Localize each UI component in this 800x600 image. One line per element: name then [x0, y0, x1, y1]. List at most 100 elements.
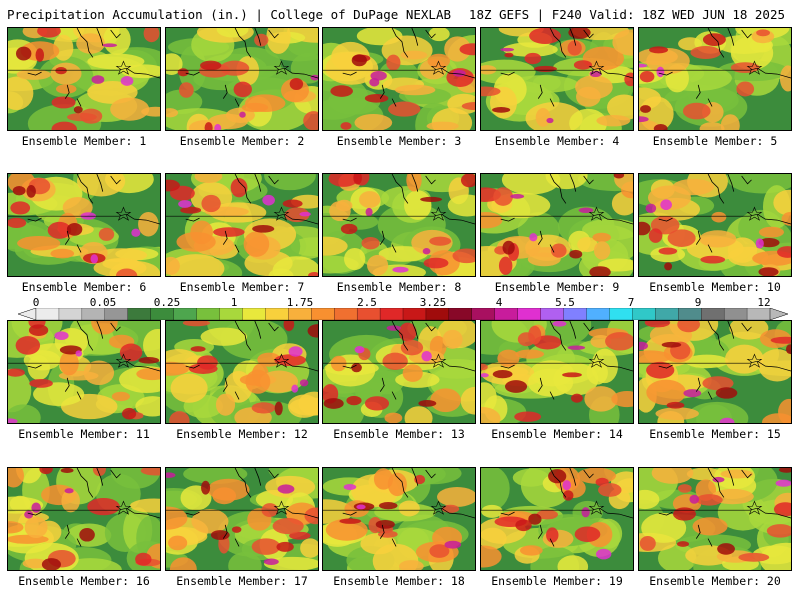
boundary-line — [481, 360, 633, 372]
colorbar-swatch — [219, 308, 243, 320]
colorbar-swatch — [104, 308, 129, 320]
colorbar-swatch — [517, 308, 542, 320]
location-star-icon — [273, 500, 290, 515]
location-star-icon — [273, 60, 290, 75]
boundary-line — [166, 67, 318, 79]
boundary-line — [481, 213, 633, 225]
colorbar-swatch — [356, 308, 381, 320]
precipitation-map — [639, 28, 791, 130]
boundary-line — [323, 67, 475, 79]
precipitation-map — [481, 321, 633, 423]
coastline — [27, 321, 121, 400]
ensemble-member-caption: Ensemble Member: 20 — [649, 574, 781, 588]
ensemble-member-panel — [165, 173, 319, 277]
page-title: Precipitation Accumulation (in.) | Colle… — [7, 7, 452, 22]
precipitation-map — [323, 468, 475, 570]
ensemble-member-caption: Ensemble Member: 2 — [179, 134, 305, 148]
coastline — [342, 468, 436, 547]
coastline — [500, 321, 594, 400]
boundary-line — [8, 213, 160, 225]
colorbar-max-arrow — [769, 308, 788, 320]
coastline — [500, 28, 594, 107]
boundary-line — [323, 507, 475, 519]
ensemble-member-panel — [480, 320, 634, 424]
colorbar-tick-label: 7 — [627, 296, 635, 309]
precipitation-map — [8, 28, 160, 130]
colorbar-tick-label: 3.25 — [419, 296, 447, 309]
colorbar-swatch — [402, 308, 427, 320]
coastline — [658, 174, 752, 253]
boundary-line — [639, 213, 791, 225]
colorbar-swatch — [494, 308, 519, 320]
location-star-icon — [746, 353, 763, 368]
colorbar-swatch — [242, 308, 266, 320]
ensemble-member-caption: Ensemble Member: 8 — [336, 280, 462, 294]
colorbar-swatch — [723, 308, 748, 320]
ensemble-member-panel — [480, 467, 634, 571]
ensemble-member-panel — [7, 27, 161, 131]
colorbar-swatch — [311, 308, 335, 320]
precipitation-map — [639, 174, 791, 276]
colorbar-tick-label: 12 — [757, 296, 771, 309]
ensemble-member-caption: Ensemble Member: 6 — [21, 280, 147, 294]
colorbar-tick-label: 0.05 — [89, 296, 117, 309]
ensemble-member-caption: Ensemble Member: 16 — [18, 574, 150, 588]
colorbar-swatch — [655, 308, 679, 320]
precipitation-map — [639, 468, 791, 570]
precipitation-colorbar — [18, 308, 788, 320]
ensemble-member-panel — [638, 467, 792, 571]
boundary-line — [166, 360, 318, 372]
colorbar-swatch — [150, 308, 175, 320]
precipitation-map — [8, 321, 160, 423]
location-star-icon — [430, 60, 447, 75]
colorbar-swatch — [379, 308, 404, 320]
boundary-line — [639, 360, 791, 372]
ensemble-member-caption: Ensemble Member: 7 — [179, 280, 305, 294]
location-star-icon — [588, 206, 605, 221]
precipitation-map — [639, 321, 791, 423]
boundary-line — [481, 67, 633, 79]
location-star-icon — [430, 500, 447, 515]
ensemble-member-caption: Ensemble Member: 9 — [494, 280, 620, 294]
location-star-icon — [273, 353, 290, 368]
coastline — [185, 321, 279, 400]
colorbar-tick-label: 4 — [495, 296, 503, 309]
colorbar-tick-label: 1 — [230, 296, 238, 309]
ensemble-member-caption: Ensemble Member: 10 — [649, 280, 781, 294]
coastline — [500, 174, 594, 253]
location-star-icon — [430, 353, 447, 368]
ensemble-member-panel — [7, 173, 161, 277]
precipitation-map — [481, 468, 633, 570]
boundary-line — [639, 67, 791, 79]
ensemble-member-panel — [7, 467, 161, 571]
location-star-icon — [746, 206, 763, 221]
colorbar-swatch — [563, 308, 587, 320]
colorbar-tick-label: 2.5 — [357, 296, 377, 309]
coastline — [185, 174, 279, 253]
colorbar-swatch — [173, 308, 198, 320]
location-star-icon — [115, 206, 132, 221]
ensemble-member-panel — [638, 173, 792, 277]
location-star-icon — [588, 60, 605, 75]
location-star-icon — [588, 500, 605, 515]
ensemble-member-caption: Ensemble Member: 5 — [652, 134, 778, 148]
colorbar-swatch — [632, 308, 656, 320]
coastline — [185, 28, 279, 107]
ensemble-member-caption: Ensemble Member: 13 — [333, 427, 465, 441]
ensemble-member-panel — [165, 320, 319, 424]
ensemble-member-caption: Ensemble Member: 15 — [649, 427, 781, 441]
boundary-line — [323, 213, 475, 225]
coastline — [27, 28, 121, 107]
coastline — [342, 321, 436, 400]
precipitation-map — [481, 28, 633, 130]
location-star-icon — [430, 206, 447, 221]
location-star-icon — [273, 206, 290, 221]
boundary-line — [481, 507, 633, 519]
colorbar-tick-label: 5.5 — [555, 296, 575, 309]
ensemble-member-panel — [322, 173, 476, 277]
ensemble-member-panel — [480, 27, 634, 131]
ensemble-member-panel — [7, 320, 161, 424]
boundary-line — [639, 507, 791, 519]
ensemble-member-panel — [638, 27, 792, 131]
ensemble-member-panel — [165, 27, 319, 131]
